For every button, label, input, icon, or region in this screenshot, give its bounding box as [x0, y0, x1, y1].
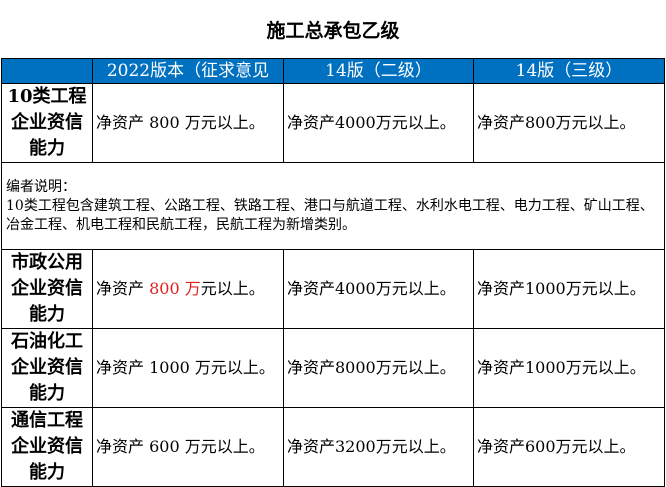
row-label: 石油化工企业资信能力 — [1, 328, 93, 408]
cell-14-level3: 净资产1000万元以上。 — [473, 249, 665, 329]
cell-14-level2: 净资产8000万元以上。 — [283, 328, 474, 408]
editor-note: 编者说明： 10类工程包含建筑工程、公路工程、铁路工程、港口与航道工程、水利水电… — [1, 162, 665, 250]
note-row: 编者说明： 10类工程包含建筑工程、公路工程、铁路工程、港口与航道工程、水利水电… — [1, 162, 665, 250]
table-row: 10类工程企业资信能力 净资产 800 万元以上。 净资产4000万元以上。 净… — [1, 83, 665, 163]
table-row: 石油化工企业资信能力 净资产 1000 万元以上。 净资产8000万元以上。 净… — [1, 328, 665, 408]
note-heading: 编者说明： — [6, 178, 76, 195]
note-text: 10类工程包含建筑工程、公路工程、铁路工程、港口与航道工程、水利水电工程、电力工… — [6, 197, 654, 233]
cell-text: 净资产 — [96, 279, 150, 298]
highlighted-value: 800 万 — [149, 279, 201, 298]
table-row: 市政公用企业资信能力 净资产 800 万元以上。 净资产4000万元以上。 净资… — [1, 249, 665, 329]
cell-14-level2: 净资产4000万元以上。 — [283, 83, 474, 163]
cell-14-level2: 净资产4000万元以上。 — [283, 249, 474, 329]
cell-2022: 净资产 1000 万元以上。 — [92, 328, 284, 408]
cell-14-level2: 净资产3200万元以上。 — [283, 407, 474, 487]
cell-14-level3: 净资产1000万元以上。 — [473, 328, 665, 408]
row-label: 10类工程企业资信能力 — [1, 83, 93, 163]
table-row: 通信工程企业资信能力 净资产 600 万元以上。 净资产3200万元以上。 净资… — [1, 407, 665, 487]
header-cell-14-level3: 14版（三级） — [473, 58, 665, 84]
row-label: 市政公用企业资信能力 — [1, 249, 93, 329]
cell-2022: 净资产 600 万元以上。 — [92, 407, 284, 487]
header-cell-2022: 2022版本（征求意见 — [92, 58, 284, 84]
comparison-table: 2022版本（征求意见 14版（二级） 14版（三级） 10类工程企业资信能力 … — [1, 58, 665, 487]
table-header-row: 2022版本（征求意见 14版（二级） 14版（三级） — [1, 58, 665, 84]
cell-14-level3: 净资产800万元以上。 — [473, 83, 665, 163]
header-cell-empty — [1, 58, 93, 84]
row-label: 通信工程企业资信能力 — [1, 407, 93, 487]
cell-2022: 净资产 800 万元以上。 — [92, 249, 284, 329]
page-title: 施工总承包乙级 — [266, 19, 400, 42]
cell-2022: 净资产 800 万元以上。 — [92, 83, 284, 163]
cell-text: 元以上。 — [200, 279, 265, 298]
header-cell-14-level2: 14版（二级） — [283, 58, 474, 84]
cell-14-level3: 净资产600万元以上。 — [473, 407, 665, 487]
